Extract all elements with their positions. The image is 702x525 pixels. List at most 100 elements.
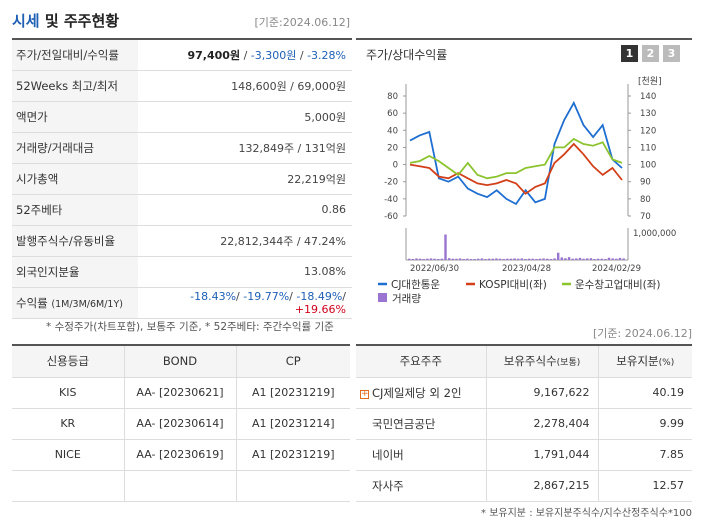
cp-rating: A1 [20231219]: [235, 439, 350, 471]
row-label: 시가총액: [12, 163, 138, 195]
holder-name: + CJ제일제당 외 2인: [356, 377, 486, 409]
return-3m: -19.77%: [243, 289, 290, 303]
series-line-2: [409, 142, 623, 195]
volume-bar: [437, 259, 440, 260]
agency: KIS: [12, 377, 124, 409]
volume-bar: [484, 259, 487, 260]
volume-bar: [506, 258, 509, 260]
price-table: 주가/전일대비/수익률 97,400원 / -3,300원 / -3.28% 5…: [12, 38, 352, 319]
volume-bar: [462, 259, 465, 260]
table-header-row: 주요주주 보유주식수(보통) 보유지분(%): [356, 345, 692, 378]
volume-bar: [531, 258, 534, 260]
stake: 12.57: [597, 470, 692, 502]
col-header: 보유주식수(보통): [485, 345, 598, 378]
series-line-3: [409, 137, 623, 180]
holder-name-text: CJ제일제당 외 2인: [372, 385, 462, 400]
bond-rating: AA- [20230614]: [123, 408, 236, 440]
series-line-1: [409, 100, 623, 206]
volume-bar: [422, 259, 425, 260]
col-header-main: 보유주식수: [503, 354, 557, 369]
table-row: 주가/전일대비/수익률 97,400원 / -3,300원 / -3.28%: [12, 39, 352, 71]
volume-bar: [567, 257, 571, 260]
row-label: 수익률 (1M/3M/6M/1Y): [12, 287, 138, 319]
right-tick-label: 90: [640, 178, 651, 188]
volume-bar: [498, 258, 502, 260]
right-tick-label: 100: [640, 161, 656, 171]
right-tick-label: 130: [640, 109, 656, 119]
volume-bar: [473, 259, 476, 260]
section-title: 시세 및 주주현황: [12, 10, 352, 34]
row-value: 148,600원 / 69,000원: [138, 70, 352, 102]
cp-rating: A1 [20231214]: [235, 408, 350, 440]
volume-bar: [575, 258, 578, 260]
volume-bar: [615, 258, 618, 260]
volume-bar: [429, 258, 433, 260]
shares: 9,167,622: [485, 377, 598, 409]
legend-label: 거래량: [392, 293, 421, 305]
agency: [12, 470, 124, 502]
volume-bar: [433, 258, 436, 260]
tab-2[interactable]: 2: [642, 45, 659, 62]
x-tick-label: 2023/04/28: [502, 264, 551, 274]
table-row: 거래량/거래대금 132,849주 / 131억원: [12, 132, 352, 164]
table-row: 52Weeks 최고/최저 148,600원 / 69,000원: [12, 70, 352, 102]
volume-bar: [618, 257, 622, 260]
holder-table: 주요주주 보유주식수(보통) 보유지분(%) + CJ제일제당 외 2인 9,16…: [356, 344, 692, 502]
return-1y: +19.66%: [294, 302, 346, 316]
volume-bar: [458, 258, 462, 260]
left-tick-label: 40: [387, 126, 398, 136]
row-label: 외국인지분율: [12, 256, 138, 288]
agency: KR: [12, 408, 124, 440]
table-row: 국민연금공단 2,278,404 9.99: [356, 408, 692, 440]
table-row: 네이버 1,791,044 7.85: [356, 439, 692, 471]
legend-label: CJ대한통운: [391, 279, 440, 291]
holder-name: 네이버: [356, 439, 486, 471]
tab-3[interactable]: 3: [663, 45, 680, 62]
row-label: 발행주식수/유동비율: [12, 225, 138, 257]
stake: 7.85: [597, 439, 692, 471]
left-tick-label: -20: [384, 178, 398, 188]
volume-bar: [546, 258, 549, 260]
table-row: 발행주식수/유동비율 22,812,344주 / 47.24%: [12, 225, 352, 257]
holder-name: 국민연금공단: [356, 408, 486, 440]
volume-bar: [560, 257, 563, 260]
volume-bar: [448, 258, 451, 260]
volume-bar: [557, 252, 560, 260]
chart-tabs: 1 2 3: [621, 45, 680, 62]
title-shareholders: 및 주주현황: [39, 12, 120, 30]
return-6m: -18.49%: [296, 289, 343, 303]
row-value: 97,400원 / -3,300원 / -3.28%: [138, 39, 352, 71]
table-row: 외국인지분율 13.08%: [12, 256, 352, 288]
price-note: * 수정주가(차트포함), 보통주 기준, * 52주베타: 주간수익률 기준: [46, 321, 334, 333]
volume-bar: [440, 258, 444, 260]
title-quote: 시세: [12, 12, 40, 30]
table-row: 액면가 5,000원: [12, 101, 352, 133]
base-date-2: [기준: 2024.06.12]: [592, 327, 692, 340]
volume-bar: [589, 258, 593, 260]
tab-1[interactable]: 1: [621, 45, 638, 62]
holder-note: * 보유지분 : 보유지분주식수/지수산정주식수*100: [481, 508, 692, 519]
chart-title: 주가/상대수익률: [366, 48, 448, 62]
volume-bar: [477, 258, 480, 260]
bond-rating: [123, 470, 236, 502]
separator: /: [296, 48, 308, 62]
volume-bar: [509, 258, 513, 260]
volume-bar: [524, 259, 527, 260]
volume-bar: [469, 259, 473, 260]
return-label: 수익률: [16, 295, 48, 310]
volume-bar: [411, 259, 414, 260]
right-tick-label: 80: [640, 195, 651, 205]
stake: 40.19: [597, 377, 692, 409]
volume-bar: [502, 259, 505, 260]
col-header: CP: [235, 345, 350, 378]
expand-plus-icon[interactable]: +: [360, 388, 369, 399]
left-tick-label: 60: [387, 109, 398, 119]
volume-tick-label: 1,000,000: [633, 229, 676, 239]
volume-bar: [582, 258, 585, 260]
volume-bar: [466, 258, 469, 260]
row-label: 52Weeks 최고/최저: [12, 70, 138, 102]
right-tick-label: 110: [640, 143, 656, 153]
col-header: BOND: [123, 345, 236, 378]
price-change: -3,300원: [250, 48, 297, 62]
col-header-sub: (보통): [556, 358, 581, 369]
